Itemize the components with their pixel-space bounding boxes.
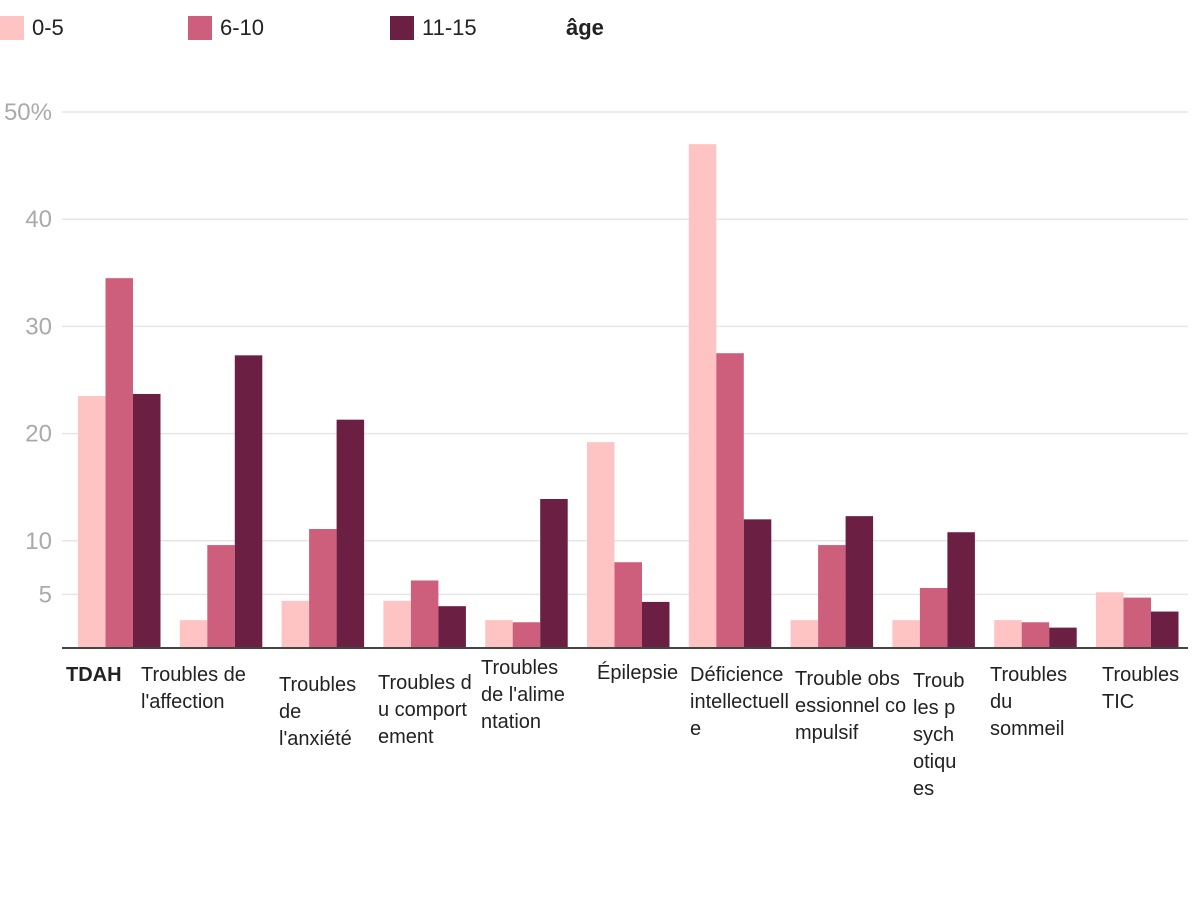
- legend-label-11-15: 11-15: [422, 15, 477, 40]
- y-tick-label: 5: [39, 581, 52, 608]
- bar-5-series-1[interactable]: [614, 562, 643, 648]
- bar-0-series-1[interactable]: [105, 278, 134, 648]
- bar-2-series-1[interactable]: [309, 529, 337, 648]
- legend-item-0-5[interactable]: 0-5: [0, 12, 64, 44]
- legend-label-0-5: 0-5: [32, 15, 64, 40]
- bar-0-series-2[interactable]: [133, 393, 161, 648]
- bar-1-series-1[interactable]: [207, 545, 235, 648]
- bar-8-series-1[interactable]: [919, 587, 948, 648]
- bar-3-series-2[interactable]: [438, 606, 466, 648]
- bar-6-series-0[interactable]: [688, 144, 717, 648]
- bar-3-series-0[interactable]: [383, 600, 411, 648]
- bar-4-series-1[interactable]: [512, 622, 541, 648]
- legend-swatch-11-15: [390, 16, 414, 40]
- bar-9-series-2[interactable]: [1049, 627, 1077, 648]
- gridlines: [62, 111, 1188, 596]
- y-tick-label: 20: [25, 421, 52, 448]
- y-tick-label: 40: [25, 206, 52, 233]
- y-tick-label: 30: [25, 313, 52, 340]
- bar-10-series-0[interactable]: [1096, 592, 1124, 648]
- bar-5-series-0[interactable]: [587, 442, 615, 648]
- legend-label-6-10: 6-10: [220, 15, 265, 40]
- legend-swatch-6-10: [188, 16, 212, 40]
- bar-0-series-0[interactable]: [78, 396, 106, 648]
- bar-10-series-1[interactable]: [1123, 597, 1152, 648]
- legend-item-11-15[interactable]: 11-15: [390, 12, 477, 44]
- bar-5-series-2[interactable]: [642, 601, 670, 648]
- legend-swatch-0-5: [0, 16, 24, 40]
- y-axis-ticks: 5 10 20 30 40 50%: [4, 99, 52, 608]
- bar-9-series-0[interactable]: [994, 620, 1022, 648]
- bar-2-series-0[interactable]: [281, 600, 310, 648]
- bar-9-series-1[interactable]: [1021, 622, 1050, 648]
- y-tick-label: 50%: [4, 99, 52, 126]
- bar-7-series-2[interactable]: [845, 516, 874, 648]
- bar-1-series-2[interactable]: [234, 355, 263, 648]
- bar-10-series-2[interactable]: [1151, 611, 1179, 648]
- legend-item-6-10[interactable]: 6-10: [188, 12, 264, 44]
- bar-1-series-0[interactable]: [179, 620, 208, 648]
- legend-title: âge: [566, 15, 604, 40]
- bar-8-series-0[interactable]: [892, 620, 920, 648]
- bar-4-series-0[interactable]: [485, 620, 513, 648]
- y-tick-label: 10: [25, 528, 52, 555]
- bar-8-series-2[interactable]: [947, 532, 975, 648]
- bar-7-series-0[interactable]: [790, 620, 819, 648]
- bars: [78, 144, 1179, 648]
- bar-7-series-1[interactable]: [818, 545, 846, 648]
- legend: 0-5 6-10 11-15 âge: [0, 12, 700, 44]
- bar-2-series-2[interactable]: [336, 419, 365, 648]
- bar-4-series-2[interactable]: [540, 498, 568, 648]
- bar-6-series-2[interactable]: [743, 519, 772, 648]
- bar-6-series-1[interactable]: [716, 353, 744, 648]
- bar-3-series-1[interactable]: [410, 580, 439, 648]
